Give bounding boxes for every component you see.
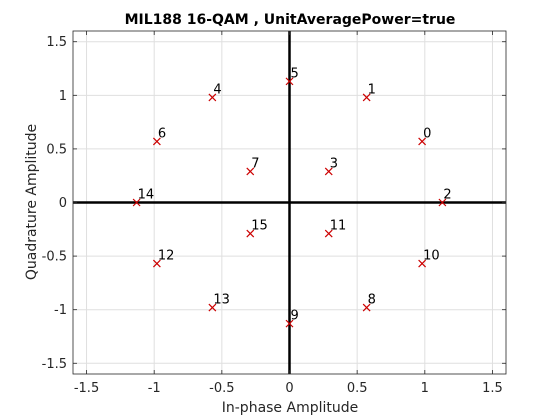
chart-title: MIL188 16-QAM , UnitAveragePower=true <box>125 12 456 28</box>
x-tick-label: -0.5 <box>209 381 234 396</box>
constellation-point: 5 <box>285 66 299 86</box>
x-tick-label: -1 <box>148 381 161 396</box>
constellation-point: 0 <box>418 126 431 146</box>
point-marker-stroke <box>285 77 294 86</box>
point-label: 10 <box>423 249 440 264</box>
point-label: 1 <box>368 82 376 97</box>
x-tick-label: 1 <box>421 381 429 396</box>
point-label: 0 <box>423 126 431 141</box>
point-label: 5 <box>291 66 299 81</box>
constellation-point: 15 <box>246 219 268 238</box>
constellation-point: 3 <box>324 156 338 176</box>
x-tick-label: 0.5 <box>347 381 368 396</box>
constellation-point: 8 <box>362 293 376 312</box>
point-marker-stroke <box>324 167 333 176</box>
zero-axes <box>73 31 506 374</box>
y-tick-label: 0 <box>59 196 67 211</box>
point-marker-stroke <box>362 303 371 312</box>
point-marker-stroke <box>246 229 255 238</box>
point-label: 9 <box>291 309 299 324</box>
constellation-point: 14 <box>132 188 155 207</box>
point-label: 7 <box>251 156 259 171</box>
constellation-point: 10 <box>418 249 440 268</box>
constellation-point: 13 <box>208 293 230 312</box>
point-marker-stroke <box>152 137 161 146</box>
point-marker-stroke <box>208 93 217 102</box>
constellation-point: 1 <box>362 82 376 102</box>
constellation-point: 11 <box>324 219 347 238</box>
point-label: 4 <box>213 82 221 97</box>
point-marker-stroke <box>438 198 447 207</box>
point-marker-stroke <box>418 137 427 146</box>
point-label: 12 <box>158 249 175 264</box>
constellation-point: 7 <box>246 156 260 176</box>
constellation-point: 9 <box>285 309 299 328</box>
point-marker-stroke <box>152 259 161 268</box>
point-label: 6 <box>158 126 166 141</box>
point-marker-stroke <box>285 319 294 328</box>
y-tick-label: 1.5 <box>46 35 67 50</box>
x-tick-label: 1.5 <box>482 381 503 396</box>
point-marker-stroke <box>132 198 141 207</box>
point-marker-stroke <box>208 303 217 312</box>
point-label: 11 <box>330 219 347 234</box>
point-marker-stroke <box>246 167 255 176</box>
y-tick-label: -0.5 <box>42 250 67 265</box>
point-label: 3 <box>330 156 338 171</box>
y-tick-label: 1 <box>59 89 67 104</box>
constellation-point: 6 <box>152 126 166 146</box>
x-tick-label: -1.5 <box>74 381 99 396</box>
point-label: 14 <box>138 188 155 203</box>
point-label: 13 <box>213 293 230 308</box>
constellation-point: 12 <box>152 249 175 268</box>
y-axis-title: Quadrature Amplitude <box>24 124 40 280</box>
point-label: 2 <box>443 188 451 203</box>
y-tick-label: -1.5 <box>42 357 67 372</box>
point-label: 15 <box>251 219 268 234</box>
constellation-point: 4 <box>208 82 222 102</box>
point-marker-stroke <box>324 229 333 238</box>
ticks: -1.5 -1 -0.5 0 0.5 1 1.5 -1.5 -1 -0.5 0 0.5 1 1.5 <box>42 31 506 396</box>
y-tick-label: -1 <box>54 303 67 318</box>
x-tick-label: 0 <box>285 381 293 396</box>
y-tick-label: 0.5 <box>46 142 67 157</box>
point-marker-stroke <box>362 93 371 102</box>
x-axis-title: In-phase Amplitude <box>222 400 359 416</box>
point-label: 8 <box>368 293 376 308</box>
point-marker-stroke <box>418 259 427 268</box>
constellation-point: 2 <box>438 188 452 207</box>
